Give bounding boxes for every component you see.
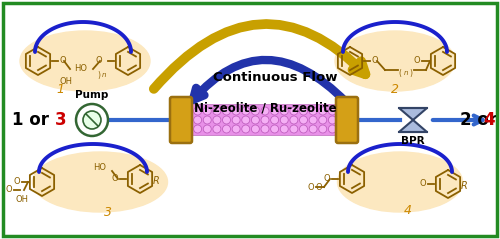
- Text: Ni-zeolite / Ru-zeolite: Ni-zeolite / Ru-zeolite: [194, 102, 336, 114]
- Circle shape: [290, 125, 298, 133]
- Text: O: O: [14, 177, 20, 186]
- FancyArrowPatch shape: [154, 24, 366, 89]
- Circle shape: [194, 107, 202, 115]
- Circle shape: [83, 111, 101, 129]
- Circle shape: [76, 104, 108, 136]
- Circle shape: [213, 125, 221, 133]
- Text: OH: OH: [16, 195, 28, 204]
- Circle shape: [338, 125, 346, 133]
- Text: O: O: [59, 56, 66, 65]
- Circle shape: [252, 116, 260, 124]
- Ellipse shape: [32, 152, 168, 212]
- Circle shape: [261, 125, 269, 133]
- Ellipse shape: [20, 31, 150, 91]
- Circle shape: [338, 107, 346, 115]
- Text: 1: 1: [56, 83, 64, 96]
- Circle shape: [184, 116, 192, 124]
- Circle shape: [309, 116, 317, 124]
- Text: 1 or: 1 or: [12, 111, 55, 129]
- Text: OH: OH: [60, 77, 72, 86]
- Circle shape: [290, 107, 298, 115]
- Text: 3: 3: [104, 206, 112, 219]
- Text: O: O: [324, 174, 330, 183]
- Circle shape: [300, 125, 308, 133]
- Circle shape: [252, 125, 260, 133]
- Text: R: R: [460, 181, 468, 191]
- Circle shape: [290, 116, 298, 124]
- Circle shape: [270, 116, 278, 124]
- Circle shape: [270, 125, 278, 133]
- Circle shape: [242, 125, 250, 133]
- Circle shape: [280, 107, 288, 115]
- Circle shape: [184, 125, 192, 133]
- Circle shape: [261, 116, 269, 124]
- FancyArrowPatch shape: [193, 60, 346, 102]
- Text: R: R: [152, 176, 160, 186]
- Circle shape: [194, 125, 202, 133]
- Circle shape: [309, 125, 317, 133]
- Text: O: O: [112, 174, 118, 183]
- Circle shape: [319, 125, 327, 133]
- Text: Continuous Flow: Continuous Flow: [213, 71, 337, 83]
- Text: HO: HO: [74, 64, 87, 72]
- Circle shape: [222, 107, 230, 115]
- Ellipse shape: [335, 31, 455, 91]
- Circle shape: [232, 116, 240, 124]
- Text: 4: 4: [404, 204, 412, 217]
- Text: HO: HO: [93, 163, 106, 172]
- Text: n: n: [404, 70, 408, 76]
- Circle shape: [280, 116, 288, 124]
- Circle shape: [328, 107, 336, 115]
- Text: 3: 3: [55, 111, 66, 129]
- FancyBboxPatch shape: [170, 97, 192, 143]
- Circle shape: [319, 107, 327, 115]
- Circle shape: [203, 125, 211, 133]
- Circle shape: [252, 107, 260, 115]
- Text: n: n: [102, 72, 106, 78]
- Circle shape: [300, 107, 308, 115]
- Circle shape: [309, 107, 317, 115]
- Text: BPR: BPR: [401, 136, 425, 146]
- Polygon shape: [399, 108, 427, 120]
- Text: Pump: Pump: [76, 90, 108, 100]
- Text: O: O: [420, 179, 426, 188]
- Circle shape: [203, 107, 211, 115]
- Text: 4: 4: [484, 111, 495, 129]
- FancyBboxPatch shape: [179, 104, 349, 136]
- Text: O: O: [316, 183, 322, 191]
- FancyBboxPatch shape: [336, 97, 358, 143]
- Text: O: O: [6, 185, 12, 195]
- Circle shape: [242, 107, 250, 115]
- Circle shape: [280, 125, 288, 133]
- Circle shape: [184, 107, 192, 115]
- Circle shape: [222, 125, 230, 133]
- Ellipse shape: [338, 152, 462, 212]
- Text: 2 or: 2 or: [460, 111, 500, 129]
- Text: O: O: [371, 56, 378, 65]
- Circle shape: [232, 107, 240, 115]
- FancyBboxPatch shape: [180, 105, 348, 135]
- Circle shape: [213, 116, 221, 124]
- Circle shape: [261, 107, 269, 115]
- Circle shape: [194, 116, 202, 124]
- Circle shape: [300, 116, 308, 124]
- Text: O: O: [96, 56, 102, 65]
- Circle shape: [203, 116, 211, 124]
- Text: O: O: [414, 56, 420, 65]
- Circle shape: [232, 125, 240, 133]
- Circle shape: [270, 107, 278, 115]
- Text: O: O: [308, 183, 314, 191]
- Text: 2: 2: [391, 83, 399, 96]
- Circle shape: [222, 116, 230, 124]
- Circle shape: [328, 116, 336, 124]
- Polygon shape: [399, 120, 427, 132]
- Circle shape: [338, 116, 346, 124]
- Circle shape: [242, 116, 250, 124]
- Text: (: (: [398, 69, 402, 77]
- Circle shape: [328, 125, 336, 133]
- Text: ): ): [98, 71, 100, 80]
- Circle shape: [319, 116, 327, 124]
- Circle shape: [213, 107, 221, 115]
- Text: ): ): [410, 69, 412, 77]
